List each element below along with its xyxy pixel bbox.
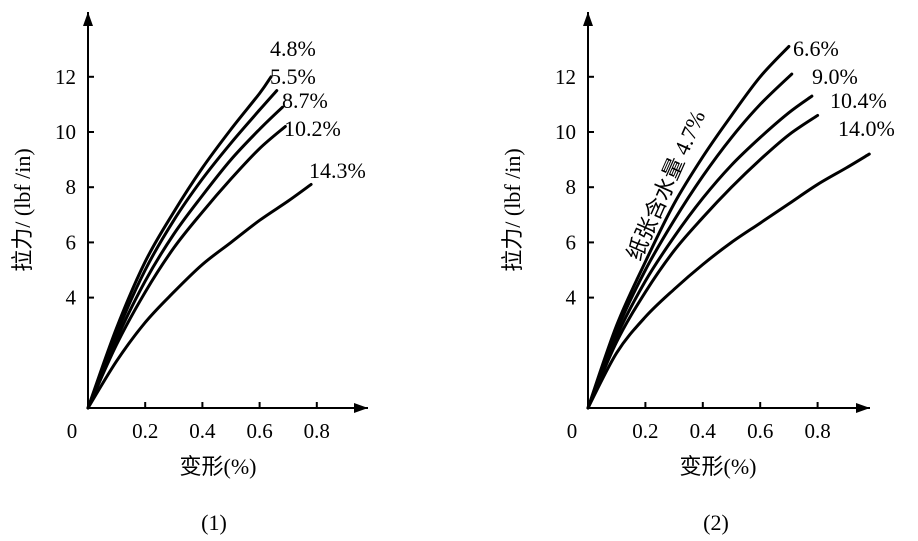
series-line [586,72,794,410]
y-tick-label: 6 [566,230,577,254]
series-label: 10.2% [284,116,341,141]
x-tick-label: 0.4 [690,419,717,443]
series-label: 14.0% [838,116,895,141]
series-label: 5.5% [270,64,316,89]
x-tick-label: 0.2 [132,419,158,443]
series-label: 8.7% [282,88,328,113]
y-axis-arrow [583,12,593,26]
y-tick-label: 12 [555,65,576,89]
y-tick-label: 8 [66,175,77,199]
panel-label: (2) [703,510,729,535]
panel-2: 0 0.2 0.4 0.6 0.8 4 6 8 10 12 拉力/ (lbf /in) 变形(%) (2… [500,12,895,535]
series-label: 4.8% [270,36,316,61]
y-tick-label: 8 [566,175,577,199]
y-tick-label: 4 [66,286,77,310]
y-axis-arrow [83,12,93,26]
series-line [86,89,279,410]
series-line [86,124,287,410]
x-tick-label: 0.4 [189,419,216,443]
x-tick-label: 0.8 [304,419,330,443]
series-label: 10.4% [830,88,887,113]
series-label: 9.0% [812,64,858,89]
series-line [86,105,284,410]
series-label: 6.6% [793,36,839,61]
x-axis-arrow [354,403,368,413]
y-tick-label: 12 [55,65,76,89]
x-axis-label: 变形(%) [680,454,757,479]
panel-label: (1) [201,510,227,535]
x-axis-label: 变形(%) [180,454,257,479]
x-tick-label: 0.6 [747,419,773,443]
series-line [586,152,871,410]
panel-1: 0 0.2 0.4 0.6 0.8 4 6 8 10 12 拉力/ (lbf /in) 变形(%) (1… [10,12,368,535]
y-tick-label: 10 [55,120,76,144]
x-tick-label: 0.8 [804,419,830,443]
y-axis-label: 拉力/ (lbf /in) [10,148,35,271]
y-axis-label: 拉力/ (lbf /in) [500,148,525,271]
series-line [86,182,313,410]
y-tick-label: 6 [66,230,77,254]
x-tick-label: 0.6 [246,419,272,443]
y-tick-label: 4 [566,286,577,310]
series-line [586,94,814,410]
origin-label: 0 [567,419,578,443]
origin-label: 0 [67,419,78,443]
series-line [586,44,791,410]
y-tick-label: 10 [555,120,576,144]
x-axis-arrow [856,403,870,413]
series-line [86,75,273,410]
series-label: 14.3% [309,158,366,183]
x-tick-label: 0.2 [632,419,658,443]
series-line [586,113,820,410]
